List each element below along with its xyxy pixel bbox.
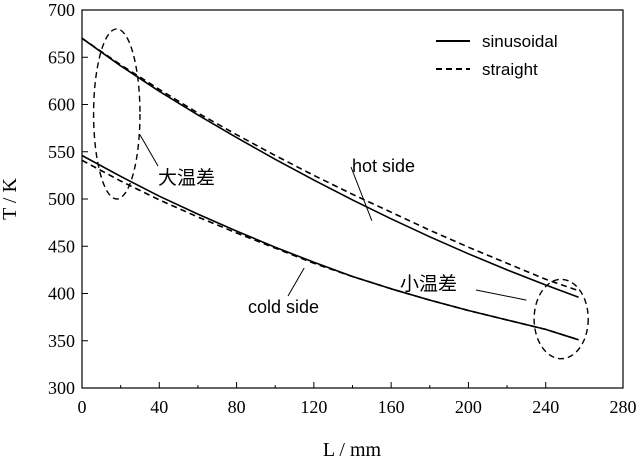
y-tick-label: 600 xyxy=(48,95,75,115)
annotation-label: cold side xyxy=(248,297,319,317)
y-axis-title: T / K xyxy=(0,178,21,220)
annotation-leader xyxy=(287,267,305,297)
y-tick-label: 300 xyxy=(48,378,75,398)
annotation-leader xyxy=(475,289,527,301)
x-tick-label: 240 xyxy=(532,397,559,417)
highlight-ellipse xyxy=(92,28,141,200)
annotation-label: hot side xyxy=(352,156,415,176)
series-line-cold-side-straight xyxy=(81,159,579,341)
y-tick-label: 450 xyxy=(48,236,75,256)
x-tick-label: 40 xyxy=(150,397,168,417)
plot-frame xyxy=(81,9,624,389)
series-layer xyxy=(81,37,579,341)
ellipse-layer xyxy=(92,28,589,360)
x-tick-label: 160 xyxy=(378,397,405,417)
x-tick-label: 280 xyxy=(610,397,636,417)
series-line-hot-side-sinusoidal xyxy=(81,37,579,299)
annotation-leader xyxy=(350,166,373,221)
series-line-cold-side-sinusoidal xyxy=(81,154,579,341)
x-tick-label: 120 xyxy=(300,397,327,417)
x-axis-title: L / mm xyxy=(323,439,382,461)
x-tick-label: 200 xyxy=(455,397,482,417)
y-tick-label: 650 xyxy=(48,47,75,67)
highlight-ellipse xyxy=(533,278,589,360)
y-tick-label: 550 xyxy=(48,142,75,162)
series-line-hot-side-straight xyxy=(81,37,579,292)
axis-ticks xyxy=(81,9,624,389)
x-tick-label: 0 xyxy=(78,397,87,417)
annotation-label: 小温差 xyxy=(400,273,457,295)
y-tick-label: 350 xyxy=(48,331,75,351)
y-tick-label: 500 xyxy=(48,189,75,209)
annotation-label: 大温差 xyxy=(158,167,215,189)
legend-label-sinusoidal: sinusoidal xyxy=(482,32,558,51)
x-tick-label: 80 xyxy=(228,397,246,417)
annotation-leader xyxy=(139,134,159,167)
y-tick-label: 700 xyxy=(48,0,75,20)
y-tick-label: 400 xyxy=(48,284,75,304)
axis-tick-labels: 0 40 80 120 160 200 240 280 300 350 400 450 500 550 60… xyxy=(48,0,636,417)
legend-label-straight: straight xyxy=(482,60,538,79)
legend: sinusoidal straight xyxy=(436,32,558,79)
